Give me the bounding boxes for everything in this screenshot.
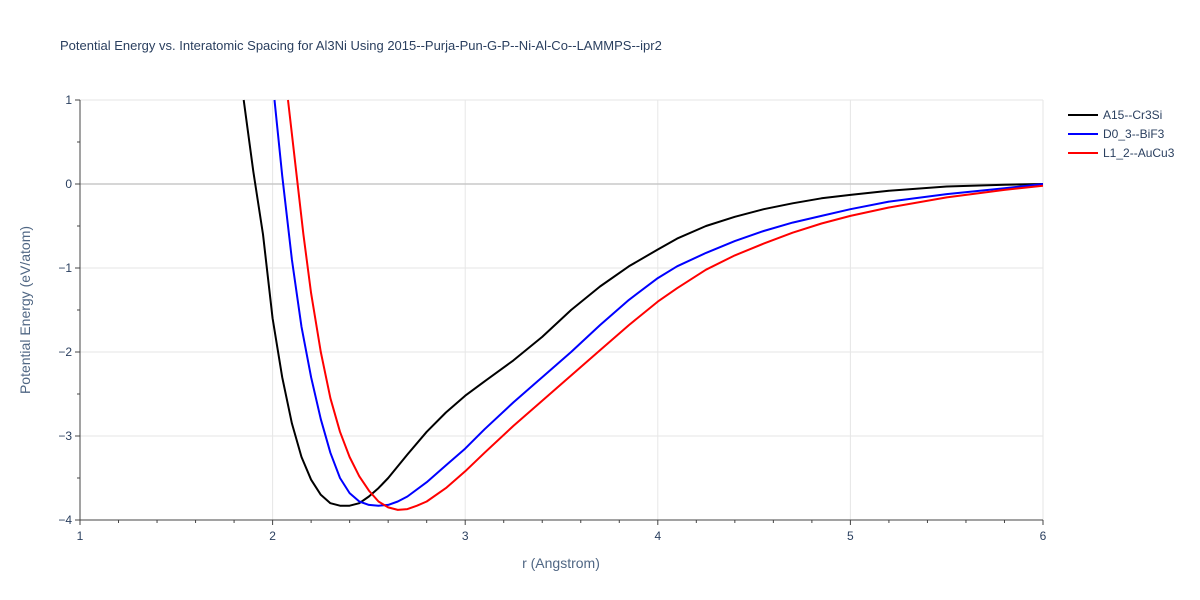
y-tick-label: 1 bbox=[65, 93, 72, 107]
legend[interactable]: A15--Cr3Si D0_3--BiF3 L1_2--AuCu3 bbox=[1068, 108, 1175, 160]
y-axis-label: Potential Energy (eV/atom) bbox=[17, 226, 33, 394]
legend-label: L1_2--AuCu3 bbox=[1103, 146, 1175, 160]
legend-label: A15--Cr3Si bbox=[1103, 108, 1162, 122]
series-line-3[interactable] bbox=[287, 99, 1043, 511]
y-tick-label: 0 bbox=[65, 177, 72, 191]
gridlines bbox=[80, 99, 1044, 520]
y-tick-label: −3 bbox=[58, 429, 72, 443]
x-tick-label: 1 bbox=[77, 529, 84, 543]
y-tick-label: −2 bbox=[58, 345, 72, 359]
x-axis-label: r (Angstrom) bbox=[522, 555, 600, 571]
x-tick-label: 5 bbox=[847, 529, 854, 543]
y-tick-label: −1 bbox=[58, 261, 72, 275]
x-tick-label: 4 bbox=[654, 529, 661, 543]
x-tick-label: 3 bbox=[462, 529, 469, 543]
legend-item[interactable]: L1_2--AuCu3 bbox=[1068, 146, 1175, 160]
x-tick-label: 2 bbox=[269, 529, 276, 543]
legend-item[interactable]: A15--Cr3Si bbox=[1068, 108, 1162, 122]
axes: 1 2 3 4 5 6 1 0 −1 −2 −3 −4 bbox=[58, 93, 1046, 543]
y-tick-label: −4 bbox=[58, 513, 72, 527]
plot-area bbox=[242, 99, 1044, 511]
series-line-2[interactable] bbox=[273, 99, 1044, 507]
legend-label: D0_3--BiF3 bbox=[1103, 127, 1165, 141]
chart-title: Potential Energy vs. Interatomic Spacing… bbox=[60, 38, 662, 53]
series-line-1[interactable] bbox=[242, 99, 1043, 507]
x-tick-label: 6 bbox=[1040, 529, 1047, 543]
legend-item[interactable]: D0_3--BiF3 bbox=[1068, 127, 1165, 141]
